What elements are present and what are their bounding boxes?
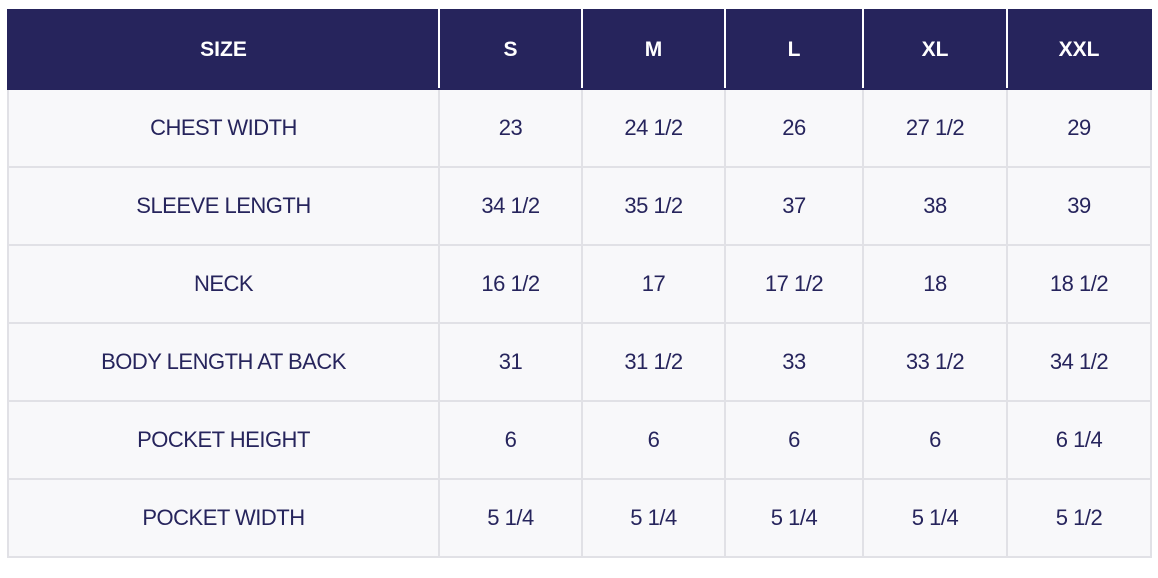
table-cell: 5 1/4 [724,478,864,558]
header-m: M [581,9,726,90]
header-l: L [724,9,864,90]
table-cell: 33 1/2 [862,322,1008,402]
table-cell: 6 1/4 [1006,400,1152,480]
table-cell: 6 [438,400,583,480]
table-cell: 37 [724,166,864,246]
table-cell: 6 [862,400,1008,480]
table-cell: 24 1/2 [581,88,726,168]
table-cell: 38 [862,166,1008,246]
table-cell: 6 [581,400,726,480]
table-cell: 34 1/2 [1006,322,1152,402]
table-cell: 33 [724,322,864,402]
header-xl: XL [862,9,1008,90]
table-cell: 6 [724,400,864,480]
table-cell: 18 1/2 [1006,244,1152,324]
table-cell: 23 [438,88,583,168]
row-label: CHEST WIDTH [7,88,440,168]
table-cell: 17 [581,244,726,324]
table-cell: 39 [1006,166,1152,246]
table-cell: 5 1/4 [438,478,583,558]
table-cell: 31 1/2 [581,322,726,402]
table-cell: 5 1/2 [1006,478,1152,558]
table-cell: 16 1/2 [438,244,583,324]
table-cell: 27 1/2 [862,88,1008,168]
table-cell: 26 [724,88,864,168]
table-row: POCKET WIDTH 5 1/4 5 1/4 5 1/4 5 1/4 5 1… [7,478,1152,558]
table-row: NECK 16 1/2 17 17 1/2 18 18 1/2 [7,244,1152,324]
table-cell: 31 [438,322,583,402]
table-row: BODY LENGTH AT BACK 31 31 1/2 33 33 1/2 … [7,322,1152,402]
table-row: CHEST WIDTH 23 24 1/2 26 27 1/2 29 [7,88,1152,168]
table-cell: 5 1/4 [581,478,726,558]
row-label: SLEEVE LENGTH [7,166,440,246]
table-cell: 17 1/2 [724,244,864,324]
row-label: BODY LENGTH AT BACK [7,322,440,402]
row-label: NECK [7,244,440,324]
table-cell: 35 1/2 [581,166,726,246]
size-chart-table: SIZE S M L XL XXL CHEST WIDTH 23 24 1/2 … [7,9,1152,558]
header-s: S [438,9,583,90]
table-row: POCKET HEIGHT 6 6 6 6 6 1/4 [7,400,1152,480]
header-size: SIZE [7,9,440,90]
table-cell: 18 [862,244,1008,324]
table-cell: 29 [1006,88,1152,168]
header-row: SIZE S M L XL XXL [7,9,1152,90]
header-xxl: XXL [1006,9,1152,90]
table-cell: 5 1/4 [862,478,1008,558]
row-label: POCKET WIDTH [7,478,440,558]
table-row: SLEEVE LENGTH 34 1/2 35 1/2 37 38 39 [7,166,1152,246]
row-label: POCKET HEIGHT [7,400,440,480]
table-cell: 34 1/2 [438,166,583,246]
